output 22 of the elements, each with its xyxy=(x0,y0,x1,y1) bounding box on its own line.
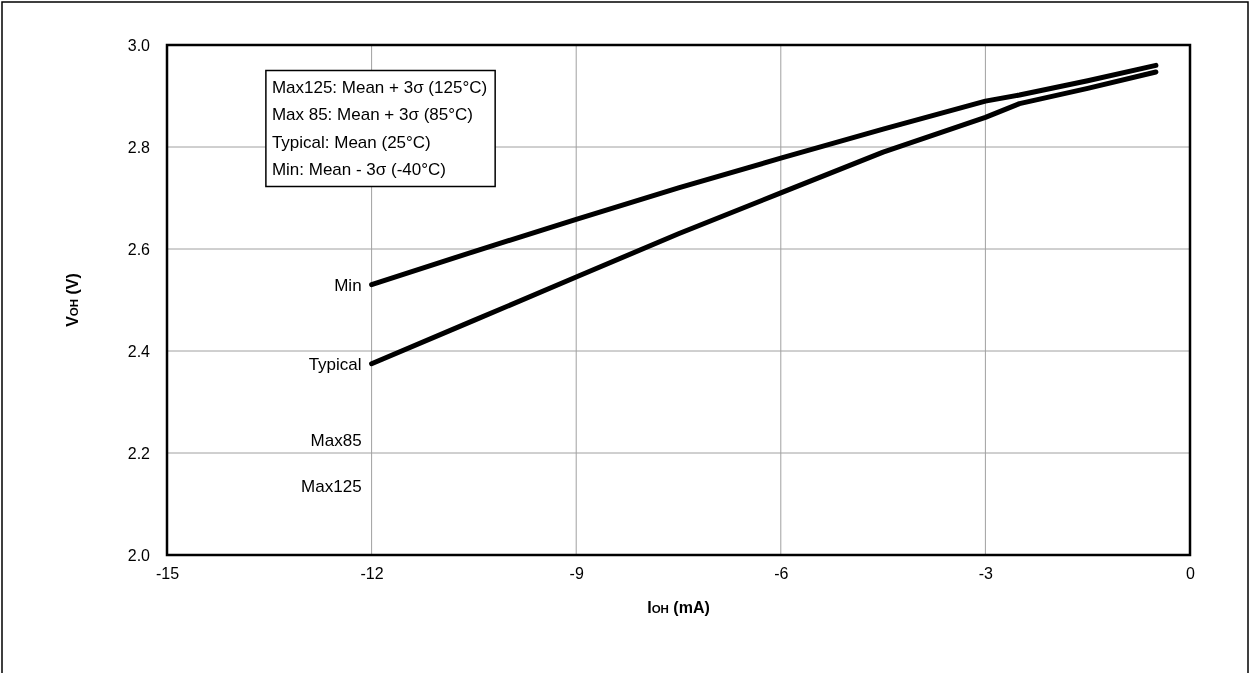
x-tick-label: -6 xyxy=(774,565,789,583)
series-label: Min xyxy=(334,275,362,295)
y-tick-label: 2.6 xyxy=(127,240,151,258)
y-tick-label: 2.2 xyxy=(127,444,151,462)
annotation: Typical: Mean (25°C) xyxy=(271,132,431,152)
annotation: Max85 xyxy=(310,431,362,451)
y-tick-label: 2.4 xyxy=(127,342,151,360)
annotation: Max 85: Mean + 3σ (85°C) xyxy=(271,105,473,124)
series-label: Typical xyxy=(308,354,362,374)
x-axis-title: IOH (mA) xyxy=(647,599,710,616)
y-tick-label: 3.0 xyxy=(127,36,151,54)
annotation: Max125: Mean + 3σ (125°C) xyxy=(271,77,488,97)
x-tick-label: 0 xyxy=(1186,565,1196,583)
x-tick-label: -3 xyxy=(978,565,994,583)
annotation: Min: Mean - 3σ (-40°C) xyxy=(271,160,446,179)
annotation: Max125 xyxy=(301,477,362,497)
x-tick-label: -9 xyxy=(569,565,584,583)
x-tick-label: -15 xyxy=(155,565,180,583)
x-tick-label: -12 xyxy=(360,565,384,583)
y-tick-label: 2.0 xyxy=(127,546,151,564)
y-tick-label: 2.8 xyxy=(127,138,151,156)
y-axis-title: VOH (V) xyxy=(64,273,81,327)
